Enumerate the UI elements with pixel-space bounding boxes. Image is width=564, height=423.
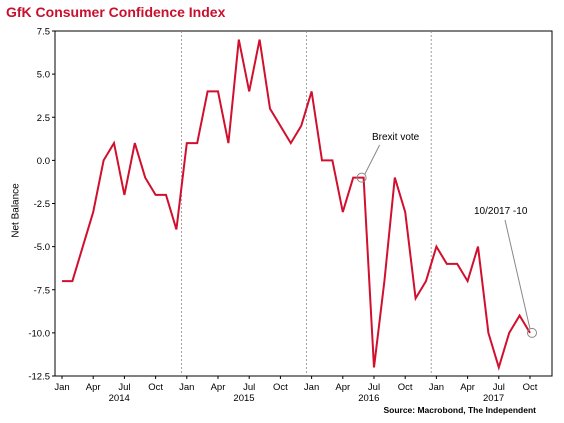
series-line	[62, 39, 531, 371]
data-point	[467, 280, 469, 282]
data-point	[363, 177, 365, 179]
x-tick-label: Apr	[460, 382, 475, 393]
data-point	[217, 90, 219, 92]
data-point	[259, 39, 261, 41]
y-tick-label: 5.0	[37, 70, 50, 81]
latest-value-leader-line	[504, 219, 531, 329]
data-point	[477, 246, 479, 248]
data-point	[373, 366, 375, 368]
brexit-marker	[356, 172, 367, 183]
y-tick-label: -10.0	[28, 328, 50, 339]
data-point	[227, 142, 229, 144]
latest-value-marker	[527, 327, 537, 338]
data-point	[186, 142, 188, 144]
data-point	[175, 228, 177, 230]
y-tick-label: -2.5	[34, 199, 50, 210]
x-tick-label: Oct	[273, 382, 288, 393]
year-label: 2014	[109, 393, 130, 404]
data-point	[290, 142, 292, 144]
data-point	[144, 177, 146, 179]
data-point	[456, 263, 458, 265]
data-point	[113, 142, 115, 144]
data-point	[279, 125, 281, 127]
data-point	[103, 159, 105, 161]
x-tick-label: Apr	[335, 382, 350, 393]
year-label: 2016	[358, 393, 379, 404]
latest-value-annotation: 10/2017 -10	[474, 206, 528, 217]
y-tick-label: -7.5	[34, 285, 50, 296]
x-tick-label: Oct	[148, 382, 163, 393]
source-note: Source: Macrobond, The Independent	[383, 405, 536, 415]
x-tick-label: Jul	[118, 382, 130, 393]
brexit-leader-line	[364, 144, 381, 175]
y-tick-label: -5.0	[34, 242, 50, 253]
plot-frame	[54, 30, 553, 377]
data-point	[529, 332, 531, 334]
data-point	[71, 280, 73, 282]
data-point	[487, 332, 489, 334]
chart-title: GfK Consumer Confidence Index	[6, 4, 226, 20]
y-tick-label: 7.5	[37, 27, 50, 38]
data-point	[498, 366, 500, 368]
data-point	[248, 90, 250, 92]
data-point	[300, 125, 302, 127]
data-point	[331, 159, 333, 161]
data-point	[82, 246, 84, 248]
data-point	[404, 211, 406, 213]
y-tick-label: -12.5	[28, 372, 50, 383]
x-tick-label: Oct	[398, 382, 413, 393]
data-point	[321, 159, 323, 161]
x-tick-label: Jul	[243, 382, 255, 393]
data-point	[196, 142, 198, 144]
x-tick-label: Jul	[493, 382, 505, 393]
data-point	[508, 332, 510, 334]
x-tick-label: Jan	[179, 382, 194, 393]
year-label: 2017	[483, 393, 504, 404]
x-tick-label: Oct	[523, 382, 538, 393]
data-point	[123, 194, 125, 196]
x-tick-label: Jan	[304, 382, 319, 393]
y-tick-label: 2.5	[37, 113, 50, 124]
data-point	[383, 280, 385, 282]
data-point	[269, 108, 271, 110]
x-tick-label: Apr	[211, 382, 226, 393]
data-point	[352, 177, 354, 179]
data-point	[61, 280, 63, 282]
data-point	[415, 297, 417, 299]
x-tick-label: Apr	[86, 382, 101, 393]
x-tick-label: Jan	[429, 382, 444, 393]
data-point	[134, 142, 136, 144]
brexit-annotation: Brexit vote	[372, 132, 420, 143]
data-point	[92, 211, 94, 213]
data-point	[238, 39, 240, 41]
year-label: 2015	[233, 393, 254, 404]
data-point	[519, 315, 521, 317]
data-point	[165, 194, 167, 196]
data-point	[425, 280, 427, 282]
y-tick-label: 0.0	[37, 156, 50, 167]
data-point	[435, 246, 437, 248]
x-tick-label: Jul	[368, 382, 380, 393]
data-point	[207, 90, 209, 92]
data-point	[342, 211, 344, 213]
data-point	[311, 90, 313, 92]
data-point	[446, 263, 448, 265]
data-point	[394, 177, 396, 179]
x-tick-label: Jan	[54, 382, 69, 393]
data-point	[155, 194, 157, 196]
